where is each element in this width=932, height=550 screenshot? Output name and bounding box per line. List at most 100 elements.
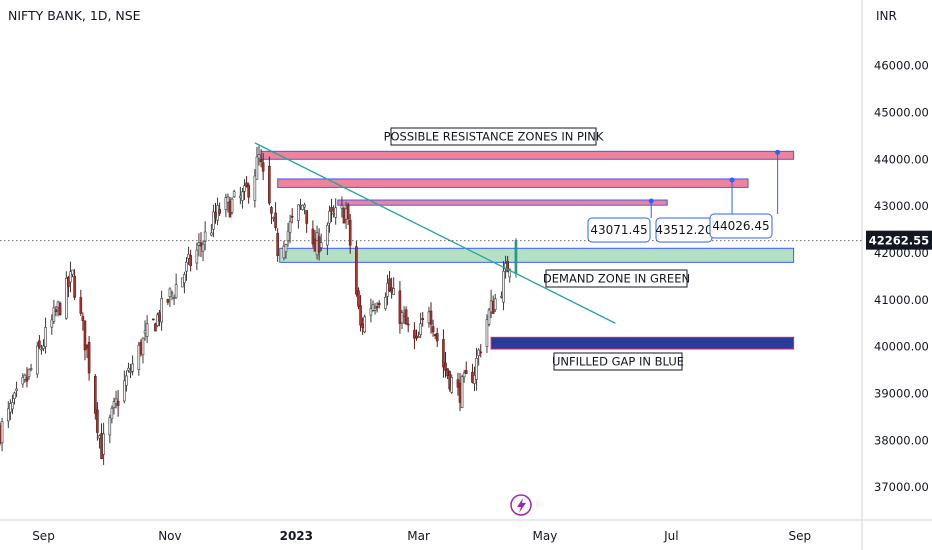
- y-tick-label: 46000.00: [874, 59, 929, 73]
- candle-body: [203, 231, 207, 242]
- candle-body: [228, 201, 232, 218]
- callout-label: 43512.20: [655, 223, 712, 237]
- candle-body: [81, 316, 85, 321]
- candle-body: [348, 219, 352, 246]
- callout-label: 43071.45: [590, 223, 647, 237]
- candle-body: [288, 221, 292, 233]
- candle-body: [270, 207, 273, 214]
- candle-body: [199, 242, 203, 247]
- chart-title: NIFTY BANK, 1D, NSE: [8, 8, 141, 23]
- candle-body: [131, 363, 134, 372]
- candle-body: [139, 342, 143, 355]
- candle-body: [317, 236, 321, 253]
- candle-body: [404, 309, 408, 325]
- resistance-zone-2: [277, 178, 749, 188]
- candle-body: [189, 255, 192, 267]
- candle-body: [154, 323, 157, 332]
- y-tick-label: 39000.00: [874, 387, 929, 401]
- callout-box: [587, 217, 651, 243]
- candle-body: [35, 345, 39, 375]
- candle-body: [166, 299, 170, 303]
- candle-body: [29, 368, 33, 370]
- candle-body: [21, 377, 25, 385]
- candle-body: [355, 246, 358, 295]
- candle-body: [398, 290, 402, 324]
- candle-body: [67, 276, 70, 288]
- candle-body: [448, 371, 451, 390]
- candle-body: [174, 284, 178, 299]
- candle-body: [210, 232, 213, 236]
- resistance-annotation-box: [390, 127, 597, 146]
- candle-body: [172, 297, 176, 299]
- candle-body: [243, 185, 246, 192]
- candle-body: [9, 403, 12, 413]
- callout-dot: [648, 198, 654, 204]
- candle-body: [475, 358, 478, 380]
- candle-body: [15, 388, 18, 391]
- candle-body: [13, 392, 16, 399]
- x-tick-label: Sep: [32, 529, 55, 543]
- candle-body: [143, 330, 147, 334]
- candle-body: [328, 210, 331, 224]
- candle-body: [402, 315, 406, 317]
- candle-body: [417, 336, 420, 338]
- candle-body: [342, 208, 346, 224]
- x-tick-label: Jul: [663, 529, 678, 543]
- candle-body: [214, 212, 217, 218]
- candle-body: [477, 349, 480, 356]
- x-tick-label: Sep: [789, 529, 812, 543]
- candle-body: [158, 312, 161, 322]
- candle-body: [116, 400, 120, 406]
- candle-body: [464, 370, 468, 374]
- candle-body: [54, 309, 58, 313]
- y-tick-label: 43000.00: [874, 199, 929, 213]
- candle-body: [197, 242, 201, 246]
- candle-body: [102, 433, 105, 455]
- candle-body: [444, 362, 447, 371]
- resistance-zone-1: [260, 150, 795, 160]
- candle-body: [69, 271, 72, 283]
- candle-body: [127, 367, 130, 371]
- candle-body: [359, 305, 362, 326]
- candle-body: [301, 204, 304, 210]
- candle-body: [25, 377, 29, 382]
- candle-body: [485, 319, 489, 348]
- candle-body: [415, 335, 418, 339]
- candle-body: [319, 242, 323, 248]
- candle-body: [311, 228, 315, 245]
- candle-body: [87, 342, 91, 374]
- candle-body: [390, 287, 393, 293]
- candle-body: [123, 380, 126, 402]
- candle-body: [274, 212, 277, 228]
- candle-body: [284, 244, 288, 253]
- candle-body: [145, 323, 149, 337]
- candle-body: [487, 309, 491, 325]
- candle-body: [357, 290, 360, 307]
- x-tick-label: 2023: [280, 529, 313, 543]
- candle-body: [435, 333, 439, 342]
- candle-body: [450, 377, 454, 393]
- candle-body: [259, 159, 263, 163]
- candle-body: [489, 300, 493, 313]
- candle-body: [129, 371, 132, 373]
- candle-body: [257, 154, 261, 159]
- candle-body: [471, 371, 474, 383]
- candle-body: [506, 260, 509, 273]
- candle-body: [272, 217, 275, 219]
- currency-label: INR: [876, 9, 897, 23]
- candle-body: [83, 320, 87, 351]
- candle-body: [344, 208, 348, 220]
- candle-body: [346, 204, 350, 219]
- candle-body: [315, 232, 319, 256]
- candle-body: [326, 224, 329, 246]
- candle-body: [500, 296, 503, 298]
- y-tick-label: 44000.00: [874, 152, 929, 166]
- callout-dot: [729, 177, 735, 183]
- candle-body: [491, 300, 495, 314]
- candle-body: [218, 208, 221, 214]
- candle-body: [384, 297, 387, 309]
- candle-body: [413, 329, 416, 339]
- candle-body: [52, 307, 56, 322]
